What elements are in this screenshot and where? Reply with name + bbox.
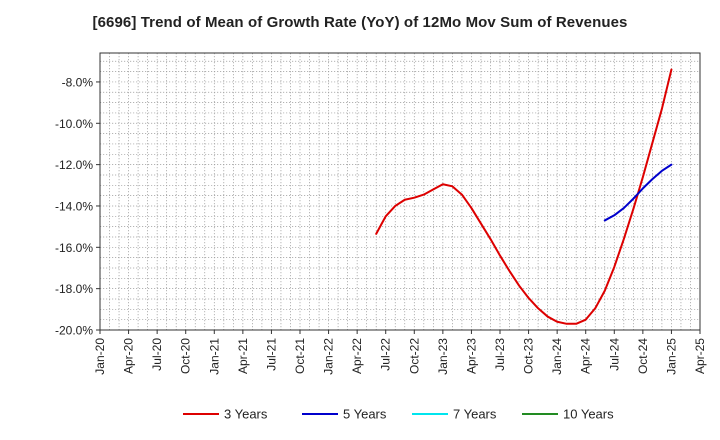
x-tick-label: Jul-23 (493, 338, 507, 371)
legend: 3 Years 5 Years 7 Years 10 Years (183, 407, 614, 422)
y-tick-label: -18.0% (55, 282, 93, 296)
x-tick-label: Jan-25 (664, 338, 678, 375)
grid-layer (100, 53, 700, 330)
legend-label-3-years: 3 Years (224, 407, 268, 422)
x-tick-label: Jan-21 (207, 338, 221, 375)
x-tick-label: Jul-21 (264, 338, 278, 371)
chart-title: [6696] Trend of Mean of Growth Rate (YoY… (92, 14, 628, 31)
x-tick-label: Jan-20 (93, 338, 107, 375)
y-tick-label: -8.0% (62, 75, 94, 89)
y-tick-label: -20.0% (55, 324, 93, 338)
x-tick-label: Jul-24 (607, 338, 621, 371)
x-tick-label: Oct-22 (407, 338, 421, 374)
x-tick-label: Oct-24 (636, 338, 650, 374)
y-tick-label: -14.0% (55, 199, 93, 213)
y-tick-label: -12.0% (55, 158, 93, 172)
x-tick-label: Oct-23 (522, 338, 536, 374)
legend-label-5-years: 5 Years (343, 407, 387, 422)
plot-background (100, 53, 700, 330)
y-tick-label: -16.0% (55, 241, 93, 255)
plot-frame (99, 52, 701, 331)
legend-label-7-years: 7 Years (453, 407, 497, 422)
axis-layer: -8.0% -10.0% -12.0% -14.0% -16.0% -18.0% -20.0… (55, 75, 707, 374)
x-tick-label: Jan-24 (550, 338, 564, 375)
series-layer (375, 68, 673, 325)
legend-label-10-years: 10 Years (563, 407, 614, 422)
x-tick-label: Oct-20 (179, 338, 193, 374)
x-tick-label: Oct-21 (293, 338, 307, 374)
series-line-3-years (375, 68, 673, 325)
series-line-5-years (603, 163, 673, 222)
x-tick-label: Apr-22 (350, 338, 364, 374)
x-tick-label: Jan-22 (322, 338, 336, 375)
x-tick-label: Apr-20 (122, 338, 136, 374)
y-tick-label: -10.0% (55, 117, 93, 131)
x-tick-label: Apr-23 (464, 338, 478, 374)
x-tick-label: Jul-22 (379, 338, 393, 371)
x-tick-label: Jul-20 (150, 338, 164, 371)
x-tick-label: Apr-21 (236, 338, 250, 374)
x-tick-label: Apr-25 (693, 338, 707, 374)
x-tick-label: Jan-23 (436, 338, 450, 375)
x-tick-label: Apr-24 (579, 338, 593, 374)
